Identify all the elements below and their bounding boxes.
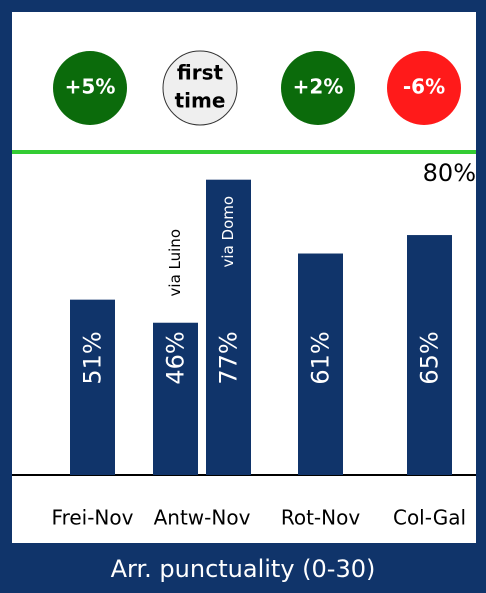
bar <box>206 179 251 475</box>
value-label: 46% <box>162 331 190 384</box>
badge <box>387 51 461 125</box>
bar <box>298 253 343 475</box>
badge-label: -6% <box>403 75 445 99</box>
badge <box>53 51 127 125</box>
x-tick-label: Col-Gal <box>393 506 466 530</box>
badge-label: time <box>175 89 226 113</box>
x-tick-label: Frei-Nov <box>52 506 134 530</box>
bar-note: via Luino <box>166 229 184 296</box>
x-tick-label: Rot-Nov <box>281 506 360 530</box>
badge <box>162 50 238 126</box>
value-label: 77% <box>215 331 243 384</box>
chart-title: Arr. punctuality (0-30) <box>111 555 376 583</box>
badge-label: +5% <box>65 75 116 99</box>
badge-label: first <box>177 61 224 85</box>
bar <box>153 322 198 475</box>
value-label: 61% <box>307 331 335 384</box>
bar <box>407 235 452 475</box>
bar-note: via Domo <box>219 196 237 268</box>
annotation: 80% <box>423 159 476 187</box>
x-tick-label: Antw-Nov <box>154 506 251 530</box>
bar <box>70 299 115 475</box>
value-label: 65% <box>416 331 444 384</box>
badge <box>281 51 355 125</box>
value-label: 51% <box>79 331 107 384</box>
badge-label: +2% <box>293 75 344 99</box>
